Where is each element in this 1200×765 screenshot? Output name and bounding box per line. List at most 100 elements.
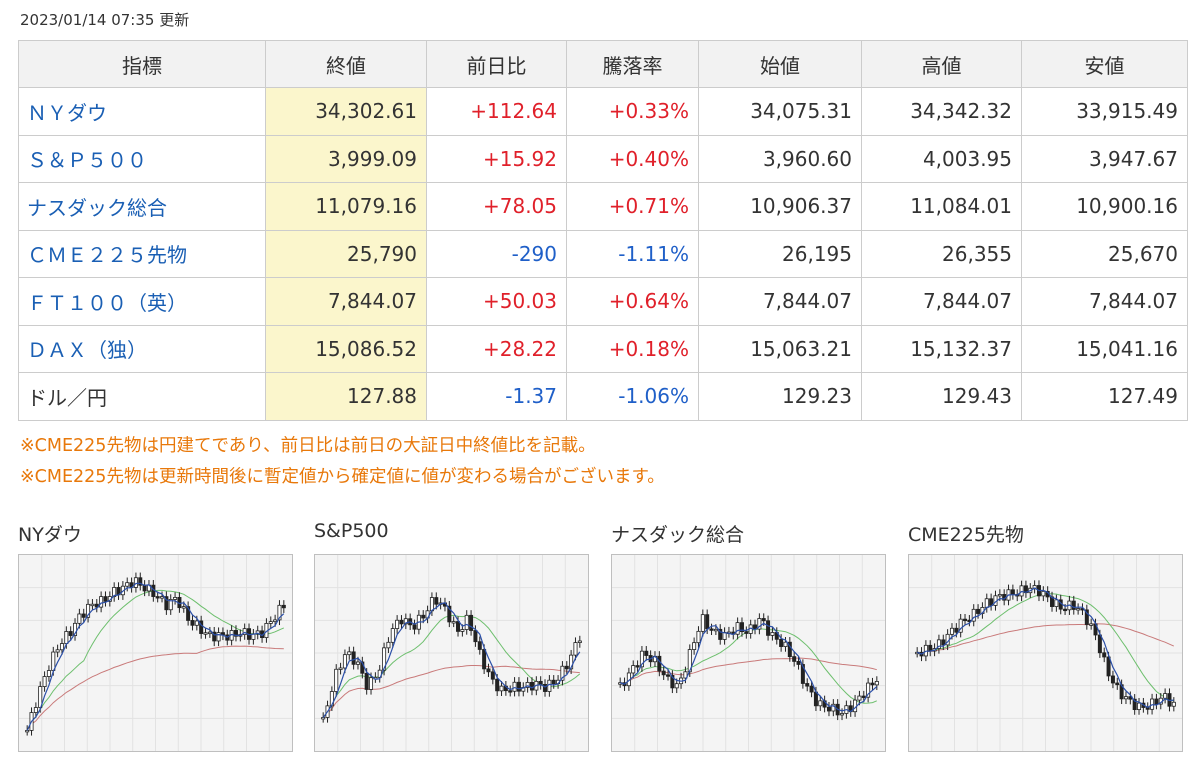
candle-body <box>569 654 574 670</box>
candle-body <box>173 597 178 600</box>
chart-nydow[interactable]: NYダウ <box>18 520 293 752</box>
chart-nasdaq[interactable]: ナスダック総合 <box>611 520 886 752</box>
candle-body <box>971 608 976 622</box>
high-value: 26,355 <box>861 229 1022 278</box>
chart-title: NYダウ <box>18 524 82 546</box>
change-value: -290 <box>426 229 567 278</box>
candle-body <box>560 665 565 681</box>
candle-body <box>390 628 395 643</box>
candle-body <box>212 631 217 642</box>
index-name[interactable]: ＮＹダウ <box>18 87 266 136</box>
close-value: 127.88 <box>265 372 427 421</box>
candle-body <box>460 629 465 632</box>
candle-body <box>464 614 469 630</box>
candle-body <box>840 713 845 716</box>
candle-body <box>233 630 238 637</box>
index-name[interactable]: ＦＴ１００（英） <box>18 277 266 326</box>
open-value: 129.23 <box>698 372 862 421</box>
index-name[interactable]: ＤＡＸ（独） <box>18 324 266 373</box>
candle-body <box>59 643 64 651</box>
change-value: +28.22 <box>426 324 567 373</box>
index-name[interactable]: ＣＭＥ２２５先物 <box>18 229 266 278</box>
candlestick-chart[interactable] <box>908 554 1183 752</box>
candle-body <box>90 603 95 607</box>
candle-body <box>125 582 130 587</box>
candle-body <box>787 641 792 658</box>
index-name[interactable]: ナスダック総合 <box>18 182 266 231</box>
index-name: ドル／円 <box>18 372 266 421</box>
candle-body <box>1132 698 1137 711</box>
header-change: 前日比 <box>426 40 567 88</box>
candle-body <box>203 632 208 635</box>
chart-cme225[interactable]: CME225先物 <box>908 520 1183 752</box>
candle-body <box>547 679 552 692</box>
candle-body <box>1010 589 1015 595</box>
change-value: +50.03 <box>426 277 567 326</box>
candle-body <box>949 627 954 635</box>
ma-short-line <box>916 587 1174 709</box>
candle-body <box>73 622 78 636</box>
rate-value: +0.64% <box>566 277 699 326</box>
chart-svg <box>909 555 1182 751</box>
candle-body <box>347 651 352 656</box>
candle-body <box>1137 702 1142 711</box>
candle-body <box>683 671 688 679</box>
candle-body <box>1154 698 1159 705</box>
candle-body <box>644 650 649 656</box>
candle-body <box>512 681 517 692</box>
candle-body <box>692 642 697 650</box>
candle-body <box>997 594 1002 597</box>
rate-value: +0.33% <box>566 87 699 136</box>
candle-body <box>963 618 968 622</box>
candle-body <box>796 661 801 665</box>
candle-body <box>543 684 548 692</box>
candle-body <box>538 680 543 685</box>
candle-body <box>403 618 408 625</box>
candle-body <box>155 596 160 599</box>
candle-body <box>813 691 818 707</box>
candle-body <box>718 628 723 640</box>
candle-body <box>631 665 636 674</box>
candle-body <box>936 639 941 649</box>
candle-body <box>696 630 701 644</box>
candle-body <box>1171 701 1176 707</box>
candle-body <box>870 682 875 686</box>
candle-body <box>805 683 810 687</box>
candle-body <box>242 628 247 635</box>
chart-title: CME225先物 <box>908 524 1024 546</box>
candle-body <box>499 685 504 692</box>
close-value: 11,079.16 <box>265 182 427 231</box>
candle-body <box>661 670 666 676</box>
chart-title: ナスダック総合 <box>611 524 745 546</box>
header-rate: 騰落率 <box>566 40 699 88</box>
candle-body <box>700 614 705 632</box>
index-name[interactable]: Ｓ＆Ｐ５００ <box>18 134 266 183</box>
candlestick-chart[interactable] <box>314 554 589 752</box>
candle-body <box>138 577 143 586</box>
candlestick-chart[interactable] <box>18 554 293 752</box>
low-value: 33,915.49 <box>1021 87 1188 136</box>
candle-body <box>1071 600 1076 610</box>
candle-body <box>761 618 766 622</box>
candle-body <box>705 614 710 630</box>
candle-body <box>1102 652 1107 658</box>
ma-short-line <box>322 602 581 718</box>
table-row: Ｓ＆Ｐ５００ 3,999.09 +15.92 +0.40% 3,960.60 4,003.… <box>18 134 1188 183</box>
candle-body <box>421 614 426 619</box>
table-row: ナスダック総合 11,079.16 +78.05 +0.71% 10,906.37 11,… <box>18 182 1188 231</box>
candle-body <box>495 678 500 692</box>
ma-short-line <box>620 622 878 713</box>
candle-body <box>516 681 521 692</box>
candle-body <box>809 685 814 693</box>
candle-body <box>1163 693 1168 699</box>
candle-body <box>338 667 343 670</box>
candle-body <box>273 619 278 623</box>
chart-sp500[interactable]: S&P500 <box>314 520 589 752</box>
high-value: 11,084.01 <box>861 182 1022 231</box>
candle-body <box>818 700 823 707</box>
candlestick-chart[interactable] <box>611 554 886 752</box>
chart-svg <box>19 555 292 751</box>
candle-body <box>670 675 675 689</box>
footnote-2: ※CME225先物は更新時間後に暫定値から確定値に値が変わる場合がございます。 <box>20 467 665 487</box>
candle-body <box>473 630 478 643</box>
